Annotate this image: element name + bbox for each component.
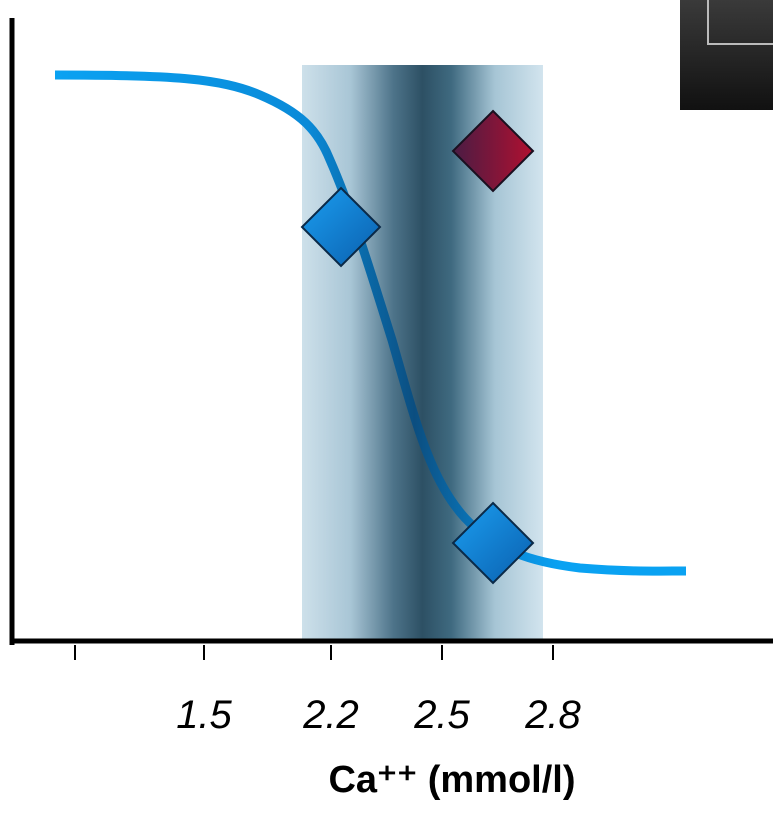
x-tick-label: 1.5 <box>176 693 232 737</box>
x-tick-label: 2.8 <box>524 693 581 737</box>
x-axis-title: Ca⁺⁺ (mmol/l) <box>328 759 575 801</box>
x-tick-label: 2.5 <box>413 693 470 737</box>
chart: Ca⁺⁺ (mmol/l) 1.5 2.2 2.5 2.8 <box>0 0 773 817</box>
x-tick-label: 2.2 <box>302 693 359 737</box>
page: {"chart_data": {"type": "line", "xlabel"… <box>0 0 773 817</box>
thumbnail-image <box>680 0 773 110</box>
